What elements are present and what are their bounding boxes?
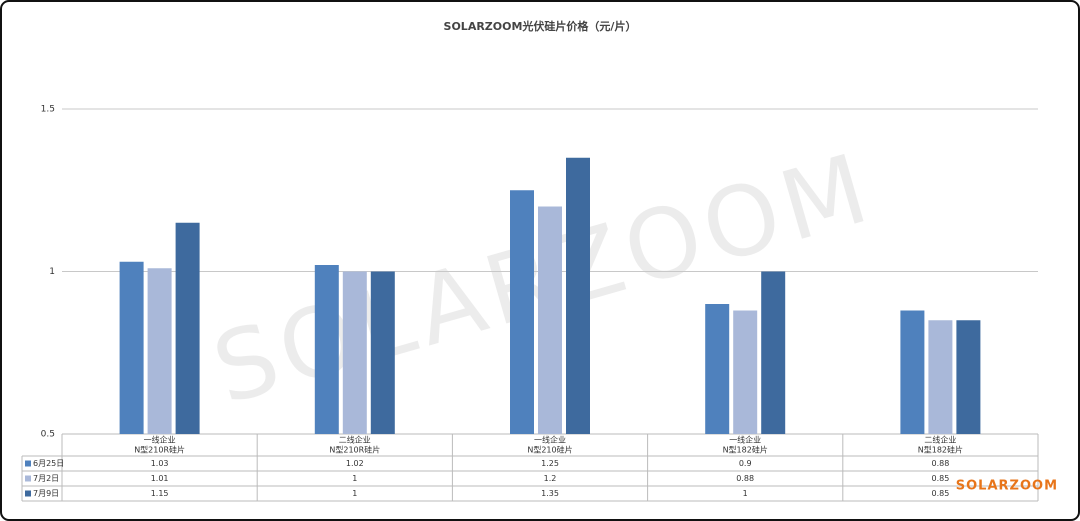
x-tick-label: N型210硅片 (527, 445, 572, 455)
x-tick-label: 一线企业 (729, 435, 761, 445)
x-tick-label: 二线企业 (924, 435, 956, 445)
table-value: 0.85 (931, 474, 949, 483)
x-tick-label: N型182硅片 (918, 445, 963, 455)
x-tick-label: 一线企业 (534, 435, 566, 445)
bar (342, 271, 367, 434)
y-tick-label: 1.5 (41, 105, 55, 115)
table-value: 1 (743, 489, 748, 498)
y-tick-label: 0.5 (41, 430, 55, 440)
legend-label: 7月2日 (33, 474, 59, 483)
bar (538, 206, 562, 434)
bar (314, 265, 339, 434)
bar (147, 268, 172, 434)
bar (761, 271, 786, 434)
x-tick-label: N型210R硅片 (329, 445, 380, 455)
bar (928, 320, 953, 434)
table-value: 1.02 (346, 459, 364, 468)
x-tick-label: N型182硅片 (723, 445, 768, 455)
table-value: 1.25 (541, 459, 559, 468)
x-tick-label: 二线企业 (339, 435, 371, 445)
table-value: 0.88 (931, 459, 949, 468)
table-value: 1.2 (544, 474, 557, 483)
legend-label: 7月9日 (33, 489, 59, 498)
bar (510, 190, 534, 434)
table-value: 1 (352, 474, 357, 483)
legend-swatch (25, 475, 31, 482)
bar (705, 304, 730, 434)
x-tick-label: N型210R硅片 (134, 445, 185, 455)
table-value: 1 (352, 489, 357, 498)
legend-swatch (25, 460, 31, 467)
x-tick-label: 一线企业 (144, 435, 176, 445)
table-value: 1.01 (151, 474, 169, 483)
table-value: 0.9 (739, 459, 752, 468)
bar (119, 261, 144, 434)
table-value: 0.88 (736, 474, 754, 483)
bar (370, 271, 395, 434)
legend-swatch (25, 490, 31, 497)
y-tick-label: 1 (49, 267, 55, 277)
table-value: 1.15 (151, 489, 169, 498)
table-value: 1.35 (541, 489, 559, 498)
bar (900, 310, 925, 434)
chart-title: SOLARZOOM光伏硅片价格（元/片） (444, 19, 637, 33)
bar (956, 320, 981, 434)
bar (733, 310, 758, 434)
table-value: 0.85 (931, 489, 949, 498)
bar (566, 157, 590, 434)
table-value: 1.03 (151, 459, 169, 468)
legend-label: 6月25日 (33, 459, 64, 468)
logo: SOLARZOOM (956, 479, 1058, 494)
bar (175, 222, 200, 434)
